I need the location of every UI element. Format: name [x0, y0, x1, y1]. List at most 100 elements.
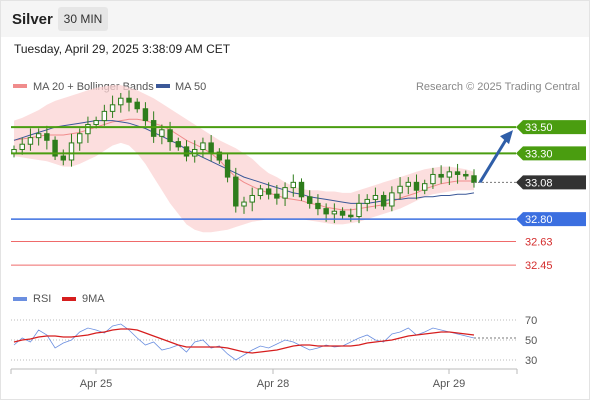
- level-tag-label: 32.80: [525, 214, 553, 226]
- candle-body: [159, 129, 165, 137]
- candle: [372, 187, 379, 209]
- candle-body: [339, 210, 346, 216]
- candle-body: [60, 155, 67, 161]
- candle-body: [118, 97, 124, 106]
- candle: [109, 95, 116, 118]
- candle: [60, 149, 67, 166]
- candle-body: [126, 97, 132, 103]
- candle-body: [356, 202, 362, 218]
- candle-body: [389, 192, 395, 207]
- level-tag-label: 33.30: [525, 148, 553, 160]
- candle-body: [397, 185, 403, 194]
- candle: [76, 128, 83, 151]
- candle-body: [44, 133, 50, 141]
- level-tag-bg: [516, 212, 586, 227]
- candle: [85, 116, 91, 143]
- rsi-tick-label: 50: [525, 335, 537, 347]
- candle: [389, 186, 395, 212]
- candle-body: [241, 201, 247, 207]
- candle-body: [200, 142, 206, 150]
- timeframe-button[interactable]: 30 MIN: [58, 7, 108, 31]
- candle: [44, 125, 50, 150]
- ma50-legend-label: MA 50: [175, 81, 206, 93]
- candle-body: [331, 210, 338, 215]
- current-price-label: 33.08: [525, 177, 553, 189]
- candle: [364, 194, 370, 212]
- candle: [339, 207, 346, 220]
- rsi-line: [13, 323, 475, 361]
- header-bar: Silver 30 MIN: [1, 1, 589, 37]
- candle-body: [175, 141, 182, 148]
- candle-body: [101, 110, 108, 122]
- instrument-title: Silver: [12, 11, 53, 28]
- candle-body: [282, 187, 288, 199]
- candle: [315, 194, 321, 216]
- candle: [68, 133, 75, 167]
- candle-body: [167, 129, 173, 143]
- candle-body: [93, 120, 99, 126]
- x-tick-label: Apr 28: [257, 378, 289, 390]
- candle-body: [446, 171, 453, 178]
- candle-body: [265, 188, 272, 195]
- candle-body: [421, 183, 428, 191]
- ma50-legend-swatch: [156, 84, 170, 88]
- candle-body: [405, 181, 412, 187]
- candle-body: [463, 173, 469, 177]
- candle: [241, 196, 247, 214]
- candle-body: [290, 181, 297, 189]
- candle: [446, 166, 453, 185]
- candle-body: [68, 142, 75, 161]
- candle-body: [249, 194, 255, 203]
- candle-body: [109, 104, 116, 112]
- candle: [421, 179, 428, 195]
- legend-rsi: RSI 9MA: [13, 293, 105, 305]
- candle-body: [454, 171, 461, 175]
- candle-body: [224, 159, 231, 178]
- x-axis: Apr 25 Apr 28 Apr 29: [80, 369, 465, 390]
- forecast-arrow-shaft: [478, 137, 509, 184]
- forecast-arrow-head: [500, 130, 513, 145]
- candle-body: [380, 194, 387, 207]
- candle-body: [233, 176, 239, 207]
- candle: [19, 137, 25, 155]
- candle-body: [85, 124, 91, 135]
- candle: [233, 167, 239, 213]
- candle: [356, 194, 362, 224]
- candle: [306, 190, 313, 209]
- candle-body: [315, 202, 321, 210]
- candle: [397, 177, 403, 200]
- candle-body: [150, 120, 157, 137]
- price-levels: 33.50 33.30 32.80 32.63 32.45 33.08: [11, 120, 586, 272]
- candle-body: [430, 173, 436, 185]
- candle-body: [471, 175, 477, 183]
- candle-body: [52, 139, 58, 157]
- rsi-legend-swatch: [13, 297, 27, 301]
- candle-body: [216, 151, 223, 161]
- candle-body: [306, 196, 313, 204]
- rsi-ma-line: [13, 328, 475, 354]
- candle: [142, 102, 149, 126]
- candle-body: [438, 173, 444, 178]
- rsi-panel: 70 50 30: [11, 315, 537, 367]
- candle: [52, 136, 58, 160]
- candle-body: [183, 146, 190, 157]
- x-tick-label: Apr 29: [433, 378, 465, 390]
- level-label: 32.45: [525, 260, 553, 272]
- candle-body: [323, 208, 329, 215]
- candle: [298, 178, 305, 201]
- candle: [224, 153, 231, 183]
- level-tag-bg: [516, 146, 586, 161]
- candle: [27, 128, 34, 151]
- candle: [454, 163, 461, 184]
- level-tag: 33.50: [516, 120, 586, 135]
- candle: [183, 140, 190, 162]
- candle-body: [19, 143, 25, 150]
- candle-body: [274, 193, 280, 199]
- candle: [265, 182, 272, 200]
- candle-body: [35, 133, 42, 139]
- candle: [413, 174, 420, 200]
- ma20-legend-swatch: [13, 84, 27, 88]
- candle: [208, 135, 214, 162]
- rsi-ma-legend-swatch: [62, 297, 76, 301]
